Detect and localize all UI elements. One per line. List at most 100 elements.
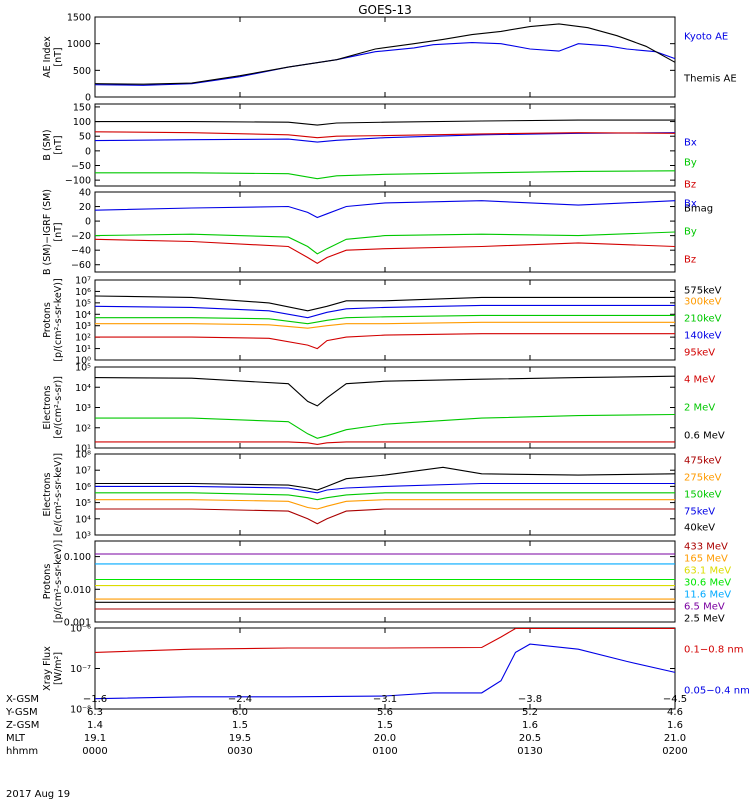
- y-tick-label: 50: [79, 132, 91, 143]
- y-axis-label: Protons[p/(cm²-s-sr-keV)]: [42, 278, 64, 361]
- y-tick-label: −20: [71, 231, 91, 242]
- y-tick-label: 10³: [75, 321, 91, 332]
- y-tick-label: 10⁷: [75, 276, 91, 287]
- y-tick-label: 10⁵: [75, 363, 91, 374]
- series-line-0-1-0-8-nm: [94, 627, 675, 653]
- y-tick-label: 10²: [75, 333, 91, 344]
- y-tick-label: −50: [71, 161, 91, 172]
- legend-entry: 2.5 MeV: [684, 614, 725, 625]
- y-tick-label: 10⁰: [75, 356, 91, 367]
- y-axis-label-line: [nT]: [53, 47, 64, 66]
- legend-entry: By: [684, 227, 697, 238]
- legend-entry: Bmag: [684, 204, 713, 215]
- legend-entry: 150keV: [684, 490, 722, 501]
- legend-entry: Bx: [684, 199, 697, 210]
- x-axis-value: 6.3: [87, 707, 103, 718]
- legend-entry: 140keV: [684, 331, 722, 342]
- y-tick-label: 0: [85, 217, 91, 228]
- series-line-bz: [94, 238, 676, 264]
- x-axis-value: 20.0: [374, 733, 396, 744]
- y-tick-label: 10⁻⁷: [70, 664, 91, 675]
- series-line-4-mev: [95, 441, 675, 445]
- y-axis-label-line: Xray Flux: [42, 646, 53, 691]
- series-line-210kev: [95, 314, 675, 325]
- y-tick-label: 10²: [75, 423, 91, 434]
- y-axis-label: Electrons[e/(cm²-s-sr-keV)]: [42, 453, 64, 536]
- x-axis-value: −3.8: [518, 694, 542, 705]
- y-tick-label: 10¹: [75, 344, 91, 355]
- series-line-40kev: [95, 466, 676, 491]
- legend-entry: 433 MeV: [684, 542, 728, 553]
- series-line-2-mev: [95, 413, 676, 439]
- y-axis-label: B (SM)[nT]: [42, 129, 64, 160]
- y-tick-label: 10⁻⁸: [70, 705, 91, 716]
- legend-entry: 210keV: [684, 314, 722, 325]
- legend-entry: Bx: [684, 138, 697, 149]
- legend-entry: By: [684, 158, 697, 169]
- x-axis-value: 19.5: [229, 733, 251, 744]
- x-axis-value: 5.6: [377, 707, 393, 718]
- y-axis-label-line: [e/(cm²-s-sr-keV)]: [53, 453, 64, 536]
- y-tick-label: 10⁸: [75, 450, 91, 461]
- series-line-75kev: [95, 482, 675, 494]
- x-axis-row-label: hhmm: [6, 746, 38, 757]
- panel-bsm_igrf: −60 −40 −20 0 20 40 B (SM)−IGRF (SM)[nT] Bx By Bz: [42, 188, 697, 276]
- x-axis-row-label: MLT: [6, 733, 26, 744]
- series-line-575kev: [94, 295, 675, 312]
- legend-entry: 6.5 MeV: [684, 602, 725, 613]
- x-axis-value: 1.6: [522, 720, 538, 731]
- legend-entry: 95keV: [684, 348, 715, 359]
- legend-entry: 165 MeV: [684, 554, 728, 565]
- x-axis-value: 1.6: [667, 720, 683, 731]
- y-axis-label-line: [nT]: [53, 135, 64, 154]
- x-axis-value: −4.5: [663, 694, 687, 705]
- panel-electrons_high: 10¹ 10² 10³ 10⁴ 10⁵ Electrons[e/(cm²-s-sr)] 4 …: [42, 363, 725, 455]
- panel-bsm: −100 −50 0 50 100 150 B (SM)[nT] Bx By Bz Bmag: [42, 102, 713, 214]
- y-tick-label: −40: [71, 246, 91, 257]
- legend-entry: 11.6 MeV: [684, 590, 731, 601]
- y-tick-label: 10³: [75, 531, 91, 542]
- y-axis-label: Xray Flux[W/m²]: [42, 646, 64, 691]
- x-axis-value: 6.0: [232, 707, 248, 718]
- y-tick-label: 10⁵: [75, 298, 91, 309]
- y-tick-label: 10⁶: [75, 287, 91, 298]
- panel-frame: [94, 16, 676, 98]
- series-line-kyoto-ae: [94, 42, 676, 86]
- y-tick-label: 10⁴: [75, 310, 91, 321]
- chart-title: GOES-13: [358, 3, 412, 17]
- y-axis-label-line: Electrons: [42, 472, 53, 516]
- x-axis-value: 4.6: [667, 707, 683, 718]
- y-tick-label: 10¹: [75, 444, 91, 455]
- x-axis-value: 1.5: [377, 720, 393, 731]
- panel-frame: [94, 366, 676, 449]
- legend-entry: 300keV: [684, 297, 722, 308]
- y-tick-label: 0.100: [64, 552, 91, 563]
- x-axis-value: 0100: [372, 746, 397, 757]
- legend-entry: 475keV: [684, 456, 722, 467]
- y-tick-label: 500: [73, 66, 91, 77]
- y-axis-label-line: [p/(cm²-s-sr-keV)]: [53, 540, 64, 623]
- series-line-0-05-0-4-nm: [94, 643, 676, 700]
- y-axis-label: AE Index[nT]: [42, 36, 64, 78]
- x-axis-value: 1.5: [232, 720, 248, 731]
- series-line-275kev: [95, 499, 675, 510]
- y-axis-label-line: [e/(cm²-s-sr)]: [53, 376, 64, 439]
- legend-entry: 0.6 MeV: [684, 431, 725, 442]
- legend-entry: 63.1 MeV: [684, 566, 731, 577]
- panel-frame: [94, 453, 676, 536]
- series-line-140kev: [94, 304, 675, 319]
- series-line-themis-ae: [94, 23, 676, 85]
- y-axis-label-line: [nT]: [53, 222, 64, 241]
- y-axis-label-line: Protons: [42, 302, 53, 338]
- legend-entry: 75keV: [684, 507, 715, 518]
- y-tick-label: 1000: [67, 39, 91, 50]
- x-axis-value: −3.1: [373, 694, 397, 705]
- series-line-bz: [94, 131, 676, 139]
- y-axis-label-line: B (SM)−IGRF (SM): [42, 189, 53, 275]
- x-axis-row-label: Z-GSM: [6, 720, 39, 731]
- panel-frame: [94, 540, 676, 623]
- y-axis-label-line: AE Index: [42, 36, 53, 78]
- legend-entry: Kyoto AE: [684, 32, 728, 43]
